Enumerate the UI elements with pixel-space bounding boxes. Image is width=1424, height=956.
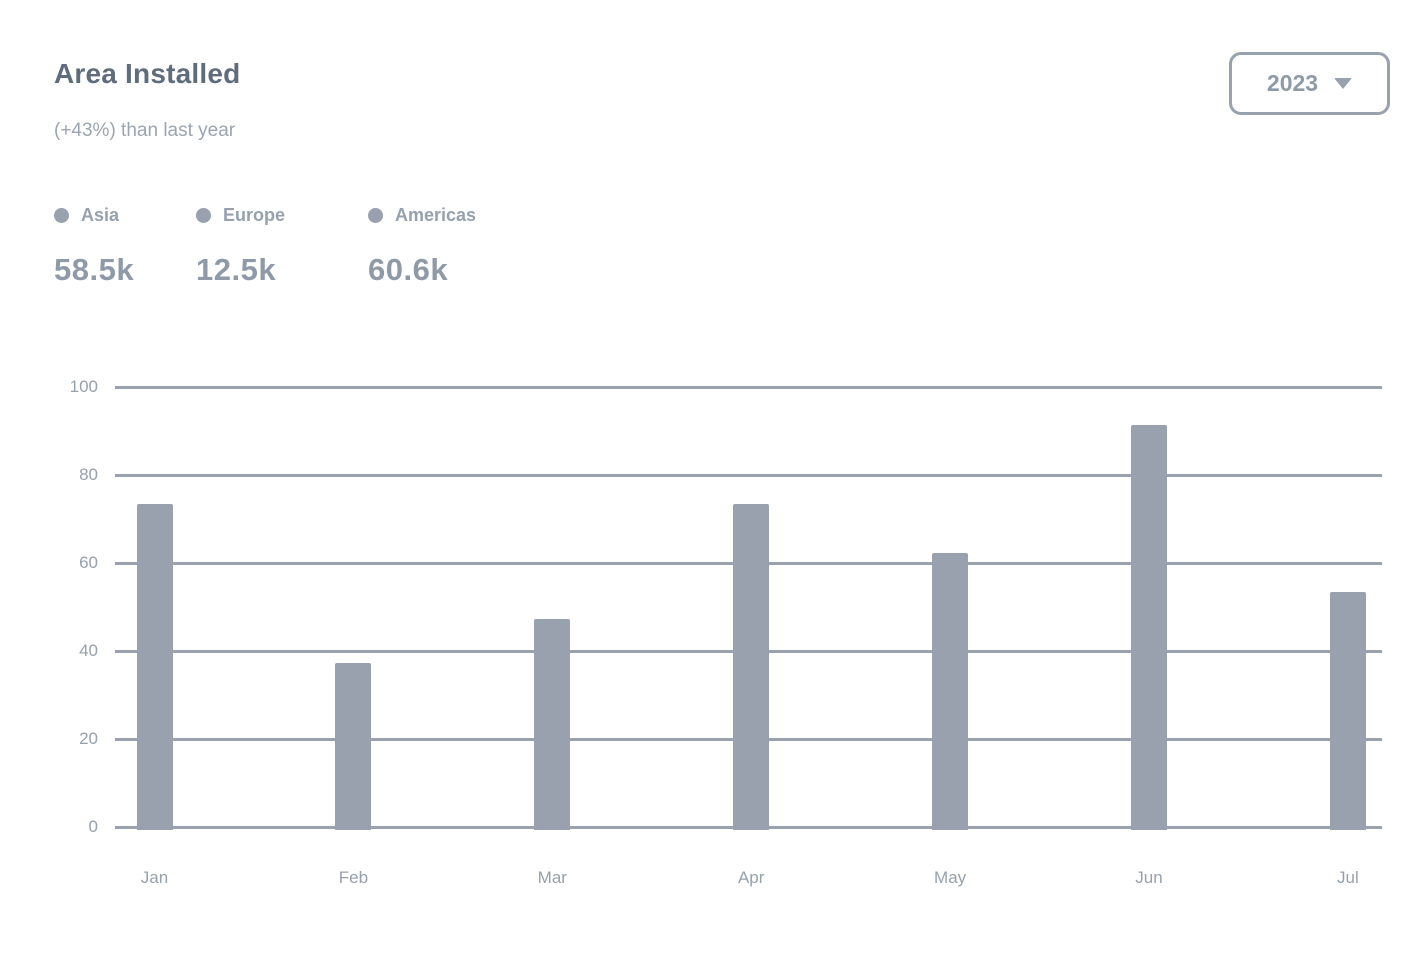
bar-apr[interactable] (733, 504, 770, 830)
y-axis-label: 80 (79, 465, 98, 484)
x-axis-label: May (934, 868, 967, 887)
chart-title: Area Installed (54, 58, 241, 89)
bar-jul[interactable] (1329, 592, 1366, 830)
x-axis-label: Apr (737, 868, 765, 887)
bar-may[interactable] (932, 552, 969, 830)
legend-value: 12.5k (196, 252, 277, 287)
gridline (115, 473, 1382, 477)
legend-dot-icon (196, 208, 211, 223)
legend-item-asia[interactable]: Asia 58.5k (54, 205, 134, 288)
y-axis-label: 100 (69, 377, 98, 396)
legend-value: 60.6k (368, 252, 449, 287)
x-axis-label: Jan (140, 868, 169, 887)
bar-feb[interactable] (335, 662, 372, 830)
y-axis-label: 60 (79, 553, 98, 572)
legend-dot-icon (368, 208, 383, 223)
year-select-value: 2023 (1266, 70, 1319, 96)
legend-label: Americas (395, 205, 477, 225)
chart-subtitle: (+43%) than last year (54, 120, 236, 141)
y-axis-label: 20 (79, 729, 98, 748)
legend-label: Asia (81, 205, 120, 225)
gridline (115, 385, 1382, 389)
legend-label: Europe (223, 205, 286, 225)
bar-jun[interactable] (1131, 425, 1167, 830)
chevron-down-icon (1334, 78, 1353, 89)
x-axis-label: Jul (1337, 868, 1359, 887)
year-select-button[interactable]: 2023 (1229, 52, 1390, 115)
x-axis-label: Feb (338, 868, 369, 887)
legend-item-americas[interactable]: Americas 60.6k (368, 205, 476, 288)
x-axis-label: Jun (1135, 868, 1163, 887)
legend-item-europe[interactable]: Europe 12.5k (196, 205, 285, 288)
legend-value: 58.5k (54, 252, 135, 287)
bar-mar[interactable] (534, 618, 571, 830)
x-axis-label: Mar (537, 868, 567, 887)
y-axis-label: 0 (88, 817, 98, 836)
legend-dot-icon (54, 208, 69, 223)
bar-jan[interactable] (136, 504, 173, 830)
y-axis-label: 40 (79, 641, 98, 660)
